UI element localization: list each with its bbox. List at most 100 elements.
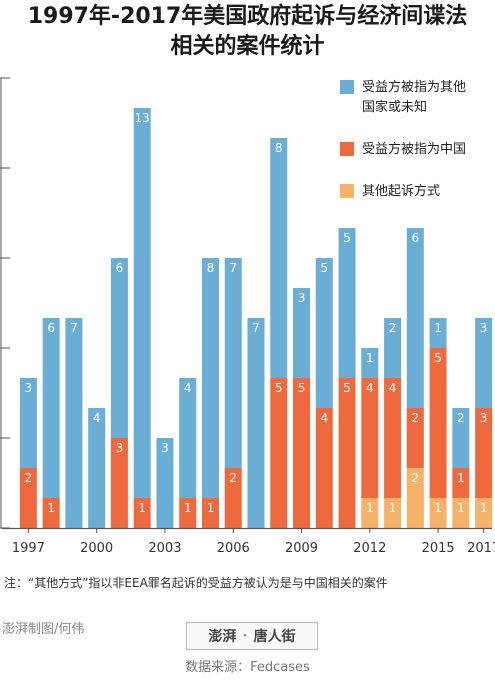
bar-label-2006-series-2: 7 — [229, 261, 237, 275]
bar-label-2002-series-1: 1 — [138, 501, 146, 515]
bar-2012-series-0 — [361, 498, 379, 528]
bar-2004-series-2 — [179, 378, 197, 498]
bar-label-2014-series-2: 6 — [412, 231, 420, 245]
bar-label-2006-series-1: 2 — [229, 471, 237, 485]
bar-2001-series-1 — [110, 438, 128, 528]
bar-label-2009-series-1: 5 — [298, 381, 306, 395]
bar-label-2003-series-2: 3 — [161, 441, 169, 455]
bar-2014-series-0 — [406, 468, 424, 528]
bar-2012-series-1 — [361, 378, 379, 498]
bar-label-2017-series-0: 1 — [480, 501, 488, 515]
bar-label-2008-series-1: 5 — [275, 381, 283, 395]
bar-label-2010-series-1: 4 — [320, 411, 328, 425]
legend-label-0-line-0: 受益方被指为其他 — [362, 79, 466, 95]
x-tick-label-2015: 2015 — [422, 541, 455, 556]
bar-label-2014-series-1: 2 — [412, 411, 420, 425]
bar-label-2008-series-2: 8 — [275, 141, 283, 155]
bar-2009-series-2 — [293, 288, 311, 378]
bar-1998-series-2 — [42, 318, 60, 498]
bar-2003-series-2 — [156, 438, 174, 528]
bar-2009-series-1 — [293, 378, 311, 528]
x-tick-label-2017: 2017 — [467, 541, 495, 556]
bar-label-2016-series-0: 1 — [457, 501, 465, 515]
bar-2016-series-1 — [452, 468, 470, 498]
legend-label-2-line-0: 其他起诉方式 — [362, 183, 440, 199]
bar-1997-series-2 — [19, 378, 37, 468]
bar-label-2016-series-1: 1 — [457, 471, 465, 485]
bar-label-2000-series-2: 4 — [93, 411, 101, 425]
chart-note: 注：“其他方式”指以非EEA罪名起诉的受益方被认为是与中国相关的案件 — [4, 576, 388, 590]
bar-label-2004-series-1: 1 — [184, 501, 192, 515]
bar-label-2010-series-2: 5 — [320, 261, 328, 275]
bar-2015-series-0 — [429, 498, 447, 528]
bar-2007-series-2 — [247, 318, 265, 528]
legend-swatch-0 — [340, 80, 354, 94]
bar-2016-series-0 — [452, 498, 470, 528]
bar-label-2012-series-0: 1 — [366, 501, 374, 515]
bar-label-2017-series-2: 3 — [480, 321, 488, 335]
bar-label-2001-series-1: 3 — [116, 441, 124, 455]
x-tick-label-2000: 2000 — [80, 541, 113, 556]
x-tick-label-2006: 2006 — [217, 541, 250, 556]
bar-1999-series-2 — [65, 318, 83, 528]
bar-label-2014-series-0: 2 — [412, 471, 420, 485]
publisher-logo: 澎湃 · 唐人街 — [186, 622, 318, 650]
bar-2006-series-2 — [224, 258, 242, 468]
bar-label-2015-series-1: 5 — [434, 351, 442, 365]
bar-2000-series-2 — [88, 408, 106, 528]
bar-label-2005-series-2: 8 — [207, 261, 215, 275]
bar-2005-series-1 — [201, 498, 219, 528]
x-tick-label-2009: 2009 — [285, 541, 318, 556]
bar-2001-series-2 — [110, 258, 128, 438]
bar-2010-series-1 — [315, 408, 333, 528]
legend-swatch-2 — [340, 184, 354, 198]
logo-right-text: 唐人街 — [253, 629, 296, 645]
legend-swatch-1 — [340, 142, 354, 156]
bar-label-1999-series-2: 7 — [70, 321, 78, 335]
bar-label-2011-series-1: 5 — [343, 381, 351, 395]
bar-label-2007-series-2: 7 — [252, 321, 260, 335]
legend-label-1-line-0: 受益方被指为中国 — [362, 141, 466, 157]
bar-label-2012-series-1: 4 — [366, 381, 374, 395]
chart-credit: 澎湃制图/何伟 — [2, 622, 85, 637]
bar-2013-series-1 — [384, 378, 402, 498]
bar-2017-series-0 — [475, 498, 493, 528]
bar-2012-series-2 — [361, 348, 379, 378]
bar-label-2005-series-1: 1 — [207, 501, 215, 515]
x-tick-label-1997: 1997 — [12, 541, 45, 556]
bar-label-2016-series-2: 2 — [457, 411, 465, 425]
bar-label-2012-series-2: 1 — [366, 351, 374, 365]
bar-label-1997-series-2: 3 — [25, 381, 33, 395]
data-source: 数据来源：Fedcases — [185, 660, 310, 675]
x-tick-label-2012: 2012 — [353, 541, 386, 556]
logo-separator: · — [242, 628, 248, 644]
bar-label-2002-series-2: 13 — [135, 111, 150, 125]
bar-label-2015-series-0: 1 — [434, 501, 442, 515]
bar-2008-series-1 — [270, 378, 288, 528]
bar-label-2001-series-2: 6 — [116, 261, 124, 275]
bar-2016-series-2 — [452, 408, 470, 468]
bar-label-2009-series-2: 3 — [298, 291, 306, 305]
bar-2002-series-1 — [133, 498, 151, 528]
chart-title: 1997年-2017年美国政府起诉与经济间谍法 相关的案件统计 — [0, 2, 495, 62]
bar-2015-series-1 — [429, 348, 447, 498]
chart-title-line-2: 相关的案件统计 — [170, 34, 325, 59]
bar-2006-series-1 — [224, 468, 242, 528]
bar-2017-series-1 — [475, 408, 493, 498]
bar-2013-series-2 — [384, 318, 402, 378]
bar-label-1997-series-1: 2 — [25, 471, 33, 485]
bar-2004-series-1 — [179, 498, 197, 528]
bar-2011-series-1 — [338, 378, 356, 528]
x-tick-label-2003: 2003 — [148, 541, 181, 556]
bar-1997-series-1 — [19, 468, 37, 528]
bar-2013-series-0 — [384, 498, 402, 528]
bar-label-2011-series-2: 5 — [343, 231, 351, 245]
bar-1998-series-1 — [42, 498, 60, 528]
bar-2014-series-1 — [406, 408, 424, 468]
bar-label-2015-series-2: 1 — [434, 321, 442, 335]
chart-title-line-1: 1997年-2017年美国政府起诉与经济间谍法 — [27, 4, 468, 29]
bar-2015-series-2 — [429, 318, 447, 348]
bar-2017-series-2 — [475, 318, 493, 408]
bar-label-2013-series-0: 1 — [389, 501, 397, 515]
